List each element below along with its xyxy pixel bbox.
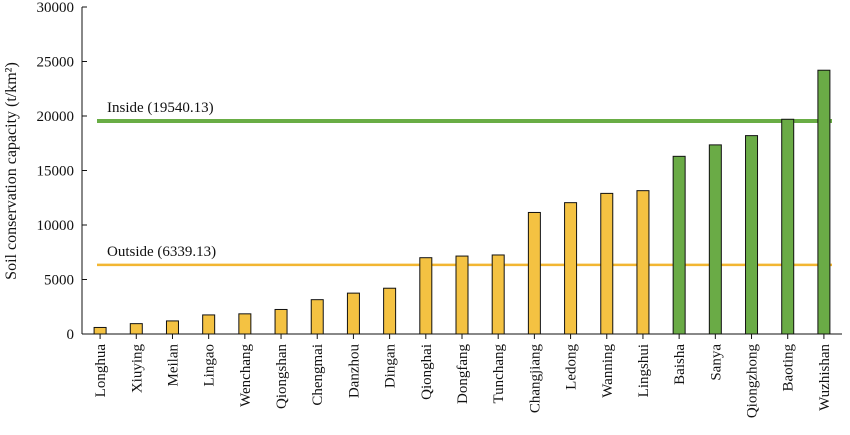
- x-tick-label-dongfang: Dongfang: [455, 344, 471, 404]
- bar-danzhou: [346, 292, 360, 335]
- y-tick-label: 5000: [44, 273, 74, 289]
- x-tick-label-baoting: Baoting: [781, 344, 797, 392]
- bar-qionghai: [419, 257, 433, 335]
- x-tick-label-changjiang: Changjiang: [527, 344, 543, 414]
- x-tick-label-qionghai: Qionghai: [419, 344, 435, 400]
- bar-lingao: [202, 314, 216, 335]
- y-tick-label: 0: [67, 327, 75, 343]
- x-tick-label-qiongshan: Qiongshan: [274, 344, 290, 409]
- bar-dongfang: [455, 255, 469, 335]
- y-tick-label: 15000: [37, 164, 75, 180]
- bar-lingshui: [636, 190, 650, 335]
- y-tick-label: 30000: [37, 0, 75, 16]
- x-tick-label-xiuying: Xiuying: [129, 344, 145, 394]
- y-tick-label: 25000: [37, 55, 75, 71]
- x-tick-label-qiongzhong: Qiongzhong: [745, 344, 761, 419]
- bar-qiongzhong: [745, 135, 759, 335]
- bar-ledong: [564, 202, 578, 335]
- x-tick-label-wuzhishan: Wuzhishan: [817, 344, 833, 411]
- x-tick-label-meilan: Meilan: [165, 344, 181, 387]
- x-tick-label-ledong: Ledong: [564, 344, 580, 390]
- x-tick-label-danzhou: Danzhou: [346, 344, 362, 399]
- bar-baisha: [672, 155, 686, 335]
- bar-sanya: [708, 144, 722, 335]
- bar-chengmai: [310, 299, 324, 335]
- bar-longhua: [93, 326, 107, 335]
- y-tick-label: 10000: [37, 218, 75, 234]
- x-tick-label-wenchang: Wenchang: [238, 344, 254, 407]
- x-tick-label-baisha: Baisha: [672, 344, 688, 385]
- x-tick-label-dingan: Dingan: [383, 344, 399, 389]
- bar-dingan: [383, 287, 397, 335]
- bar-wuzhishan: [817, 69, 831, 335]
- x-tick-label-longhua: Longhua: [93, 344, 109, 398]
- x-tick-label-lingshui: Lingshui: [636, 344, 652, 397]
- bars: [93, 69, 831, 335]
- bar-qiongshan: [274, 308, 288, 335]
- y-tick-label: 20000: [37, 109, 75, 125]
- bar-xiuying: [129, 323, 143, 335]
- y-axis: 0 5000 10000 15000 20000 25000 30000: [37, 0, 87, 343]
- bar-tunchang: [491, 254, 505, 335]
- x-tick-label-lingao: Lingao: [202, 344, 218, 387]
- bar-baoting: [781, 118, 795, 335]
- bar-wenchang: [238, 313, 252, 335]
- y-axis-title: Soil conservation capacity (t/km²): [3, 62, 20, 280]
- x-tick-label-wanning: Wanning: [600, 344, 616, 398]
- bar-changjiang: [527, 211, 541, 335]
- bar-meilan: [165, 320, 179, 335]
- bar-wanning: [600, 192, 614, 335]
- reference-label-inside: Inside (19540.13): [107, 100, 214, 116]
- x-axis: Longhua Xiuying Meilan Lingao Wenchang Qiongs…: [82, 333, 842, 419]
- x-tick-label-sanya: Sanya: [708, 344, 724, 381]
- reference-label-outside: Outside (6339.13): [107, 244, 216, 260]
- x-tick-label-tunchang: Tunchang: [491, 344, 507, 404]
- x-tick-label-chengmai: Chengmai: [310, 344, 326, 406]
